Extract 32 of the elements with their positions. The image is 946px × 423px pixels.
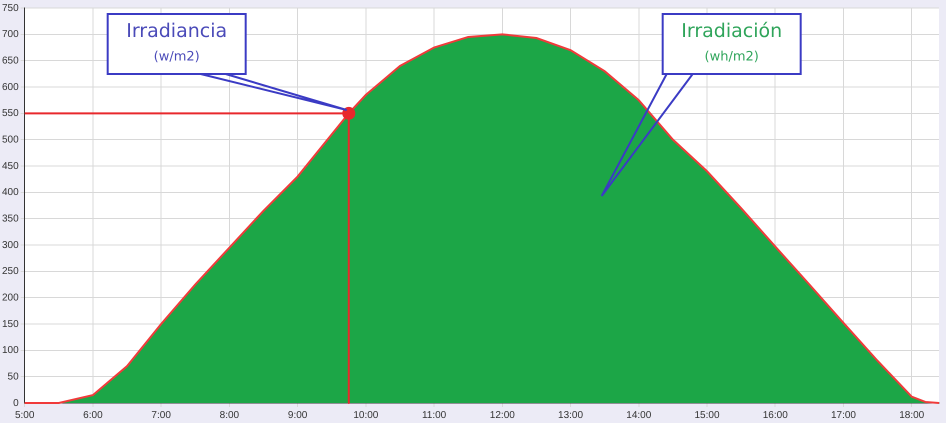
y-tick-label: 600 [2, 82, 20, 93]
x-tick-label: 5:00 [14, 410, 35, 421]
y-tick-label: 700 [2, 29, 20, 40]
x-tick-label: 11:00 [422, 410, 447, 421]
y-tick-label: 400 [2, 187, 20, 198]
x-tick-label: 7:00 [151, 410, 172, 421]
x-tick-label: 9:00 [288, 410, 308, 421]
x-tick-label: 10:00 [353, 410, 379, 421]
y-tick-label: 0 [13, 398, 20, 409]
y-tick-label: 250 [2, 266, 20, 278]
y-tick-label: 50 [8, 371, 20, 382]
y-tick-label: 300 [2, 240, 20, 251]
y-tick-label: 750 [2, 2, 20, 14]
x-tick-label: 15:00 [694, 410, 720, 421]
x-tick-label: 16:00 [762, 410, 788, 421]
x-tick-label: 13:00 [558, 410, 584, 421]
y-tick-label: 650 [2, 55, 20, 66]
annotation: Irradiación (wh/m2) [681, 20, 782, 64]
y-tick-label: 450 [2, 160, 20, 172]
y-tick-label: 350 [2, 213, 20, 224]
x-tick-label: 8:00 [220, 410, 240, 421]
y-tick-label: 550 [2, 108, 20, 120]
x-tick-label: 12:00 [490, 410, 516, 421]
y-tick-label: 100 [2, 345, 20, 356]
x-tick-label: 17:00 [830, 410, 856, 421]
y-tick-label: 150 [2, 318, 20, 330]
y-tick-label: 200 [2, 292, 20, 304]
annotation: Irradiancia (w/m2) [126, 20, 228, 64]
x-tick-label: 18:00 [899, 410, 925, 421]
x-tick-label: 6:00 [83, 410, 104, 421]
y-tick-label: 500 [2, 134, 20, 146]
x-tick-label: 14:00 [626, 410, 652, 421]
